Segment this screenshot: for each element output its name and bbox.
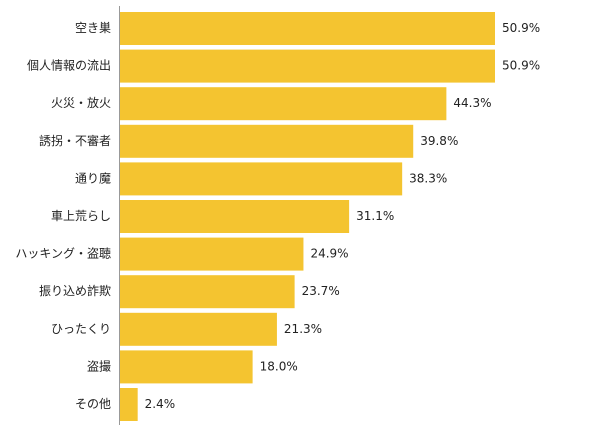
bar-10 [120,388,138,421]
category-label-4: 通り魔 [75,170,111,185]
category-labels-group: 空き巣個人情報の流出火災・放火誘拐・不審者通り魔車上荒らしハッキング・盗聴振り込… [15,21,111,411]
value-labels-group: 50.9% 50.9% 44.3% 39.8% 38.3% 31.1% 24.9% 23.7%… [145,21,540,411]
value-label-9: 18.0% [260,359,298,373]
bar-7 [120,275,295,309]
bar-0 [120,12,495,45]
category-label-8: ひったくり [51,322,111,336]
value-label-10: 2.4% [145,397,176,411]
bar-9 [120,350,253,384]
value-label-4: 38.3% [409,171,447,185]
value-label-7: 23.7% [302,284,340,298]
bar-6 [120,237,304,271]
category-label-1: 個人情報の流出 [27,59,111,73]
value-label-5: 31.1% [356,209,394,223]
bar-4 [120,162,403,196]
category-label-2: 火災・放火 [51,95,111,110]
category-label-3: 誘拐・不審者 [39,133,111,148]
bars-group [120,12,495,421]
category-label-0: 空き巣 [75,21,111,35]
value-label-6: 24.9% [310,247,348,261]
value-label-3: 39.8% [420,134,458,148]
value-label-0: 50.9% [502,21,540,35]
bar-2 [120,87,447,121]
bar-5 [120,200,350,233]
bar-8 [120,312,277,346]
category-label-5: 車上荒らし [51,209,111,223]
category-label-10: その他 [75,397,111,411]
bar-1 [120,49,495,83]
category-label-6: ハッキング・盗聴 [15,246,111,261]
category-label-9: 盗撮 [87,358,111,373]
category-label-7: 振り込め詐欺 [39,283,111,298]
value-label-2: 44.3% [453,96,491,110]
bar-3 [120,124,414,158]
value-label-1: 50.9% [502,59,540,73]
value-label-8: 21.3% [284,322,322,336]
